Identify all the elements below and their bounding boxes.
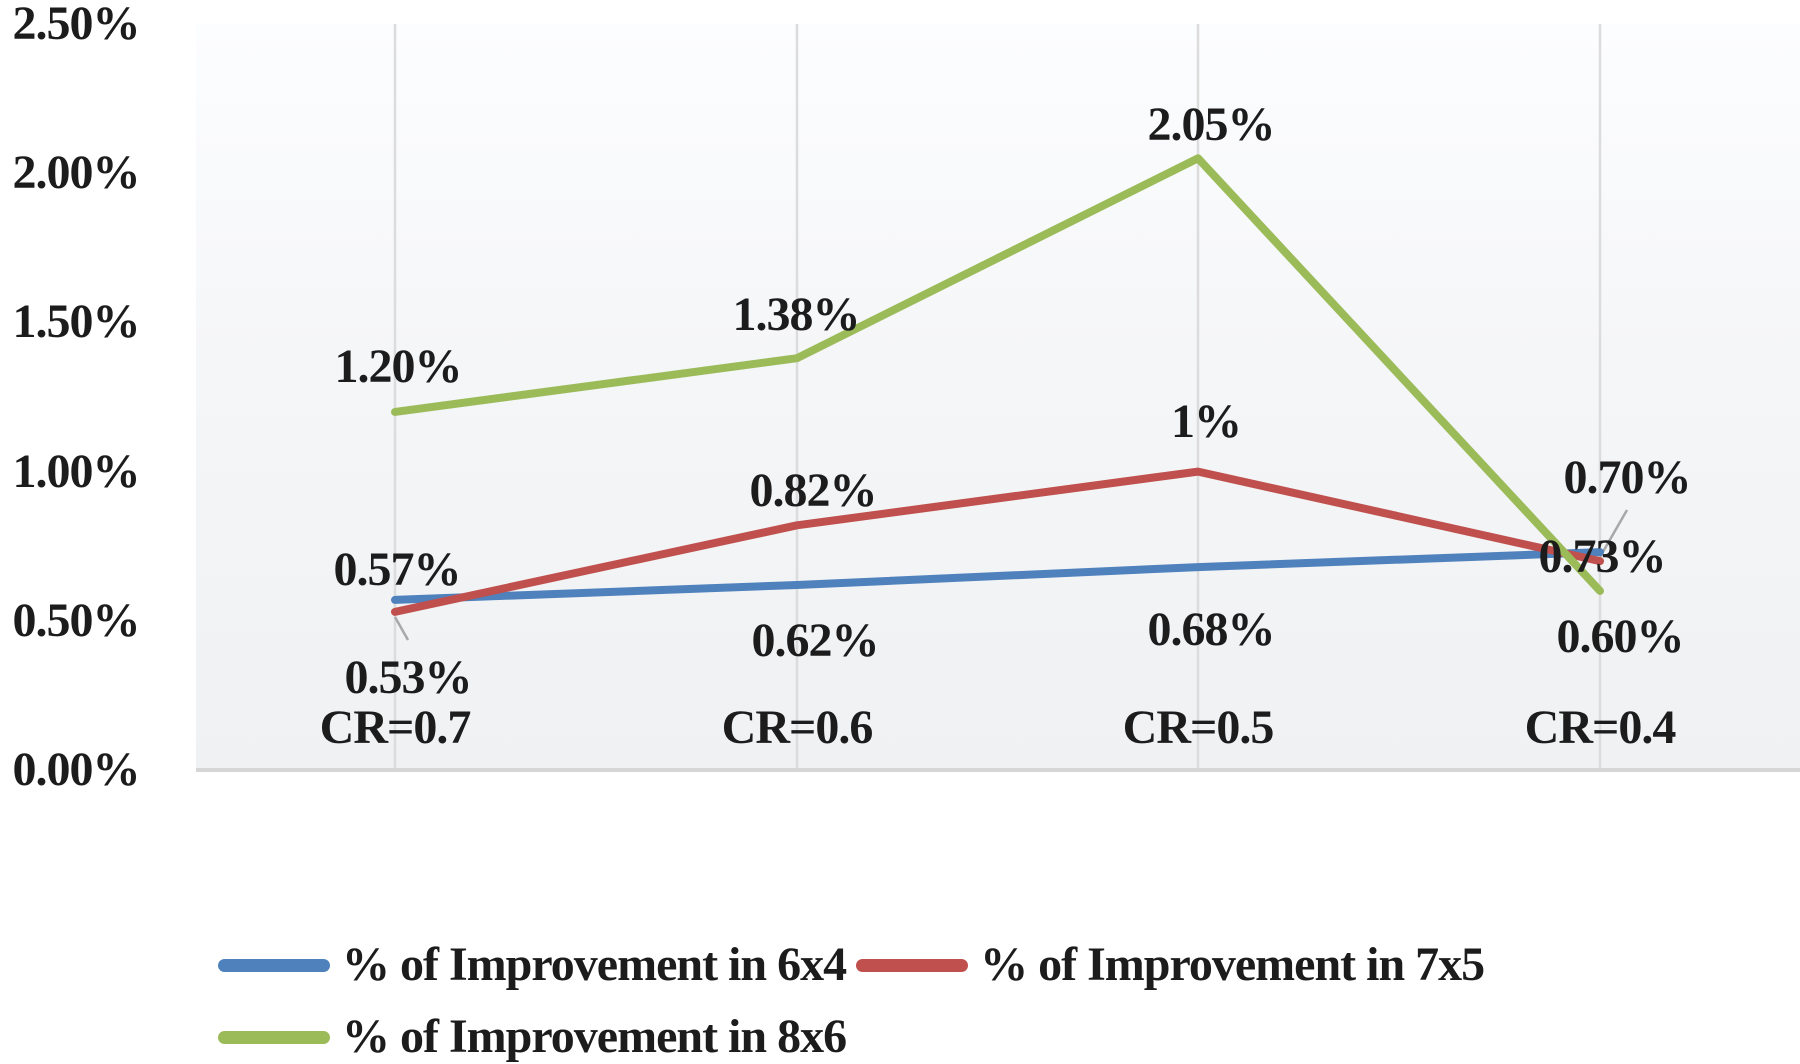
data-label: 0.68% [1147,603,1276,657]
x-axis-category-label: CR=0.5 [1122,701,1275,754]
data-label-leader-line [1598,509,1629,558]
legend-item: % of Improvement in 8x6 [218,1010,847,1063]
data-label: 0.73% [1538,530,1667,584]
series-line-1 [391,548,1604,604]
legend-swatch-icon [218,958,330,972]
x-axis-category-label: CR=0.4 [1524,701,1677,754]
legend-label: % of Improvement in 7x5 [980,938,1485,991]
data-label: 0.82% [749,464,878,518]
legend-row: % of Improvement in 8x6 [218,1010,847,1063]
legend-label: % of Improvement in 8x6 [342,1010,847,1063]
legend-item: % of Improvement in 7x5 [856,938,1485,991]
data-label: 0.62% [751,613,880,667]
series-line-2 [391,467,1604,616]
data-label: 1.38% [732,288,861,342]
data-label: 0.57% [333,542,462,596]
data-label: 1.20% [334,339,463,393]
y-axis-tick-label: 2.00% [12,146,141,200]
legend-row: % of Improvement in 6x4 % of Improvement … [218,938,1485,991]
legend-swatch-icon [856,958,969,972]
data-label: 0.70% [1563,451,1692,505]
y-axis-tick-label: 1.00% [12,444,141,498]
y-axis-tick-label: 1.50% [12,295,141,349]
legend-swatch-icon [218,1030,330,1044]
x-axis-category-label: CR=0.6 [721,701,874,754]
y-axis-tick-label: 0.00% [12,743,141,796]
series-line-3 [391,154,1604,595]
y-axis-tick-label: 0.50% [12,593,141,647]
data-label: 0.53% [344,650,473,704]
data-label: 2.05% [1147,98,1276,152]
data-label: 0.60% [1556,609,1685,663]
legend-item: % of Improvement in 6x4 [218,938,847,991]
legend-label: % of Improvement in 6x4 [342,938,847,991]
data-label: 1% [1171,394,1242,448]
plot-area [196,24,1800,770]
x-axis-category-label: CR=0.7 [319,701,472,754]
data-label-leader-line [393,616,410,641]
y-axis-tick-label: 2.50% [12,0,141,50]
